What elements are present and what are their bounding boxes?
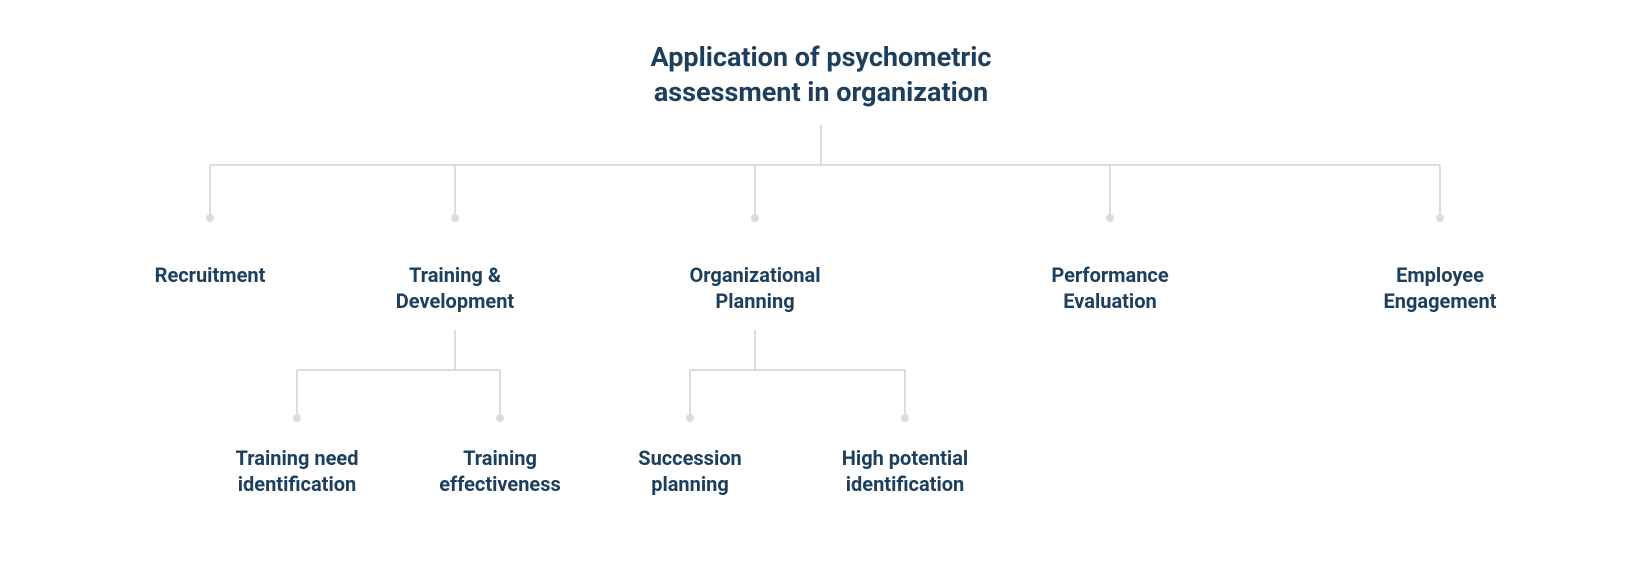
l1-orgplanning: OrganizationalPlanning xyxy=(645,262,865,314)
l1-performance-line1: Performance xyxy=(1000,262,1220,288)
l1-orgplanning-line1: Organizational xyxy=(645,262,865,288)
l2-teff-line2: effectiveness xyxy=(400,471,600,497)
l1-performance: PerformanceEvaluation xyxy=(1000,262,1220,314)
l2-tneed-line2: identification xyxy=(197,471,397,497)
root-title-line1: Application of psychometric xyxy=(571,40,1071,75)
l1-engagement: EmployeeEngagement xyxy=(1340,262,1540,314)
l2-hipot-line1: High potential xyxy=(795,445,1015,471)
l1-recruitment: Recruitment xyxy=(110,262,310,288)
l1-performance-line2: Evaluation xyxy=(1000,288,1220,314)
l1-recruitment-line1: Recruitment xyxy=(110,262,310,288)
l1-engagement-line2: Engagement xyxy=(1340,288,1540,314)
root-title-line2: assessment in organization xyxy=(571,75,1071,110)
l2-tneed-line1: Training need xyxy=(197,445,397,471)
l1-training-line1: Training & xyxy=(355,262,555,288)
tree-diagram: Application of psychometricassessment in… xyxy=(0,0,1642,580)
l2-teff: Trainingeffectiveness xyxy=(400,445,600,497)
l1-training: Training &Development xyxy=(355,262,555,314)
l2-succession: Successionplanning xyxy=(590,445,790,497)
l1-engagement-line1: Employee xyxy=(1340,262,1540,288)
l2-succession-line2: planning xyxy=(590,471,790,497)
l1-orgplanning-line2: Planning xyxy=(645,288,865,314)
l2-hipot: High potentialidentification xyxy=(795,445,1015,497)
root-title: Application of psychometricassessment in… xyxy=(571,40,1071,110)
l2-teff-line1: Training xyxy=(400,445,600,471)
l2-succession-line1: Succession xyxy=(590,445,790,471)
l1-training-line2: Development xyxy=(355,288,555,314)
l2-tneed: Training needidentification xyxy=(197,445,397,497)
l2-hipot-line2: identification xyxy=(795,471,1015,497)
